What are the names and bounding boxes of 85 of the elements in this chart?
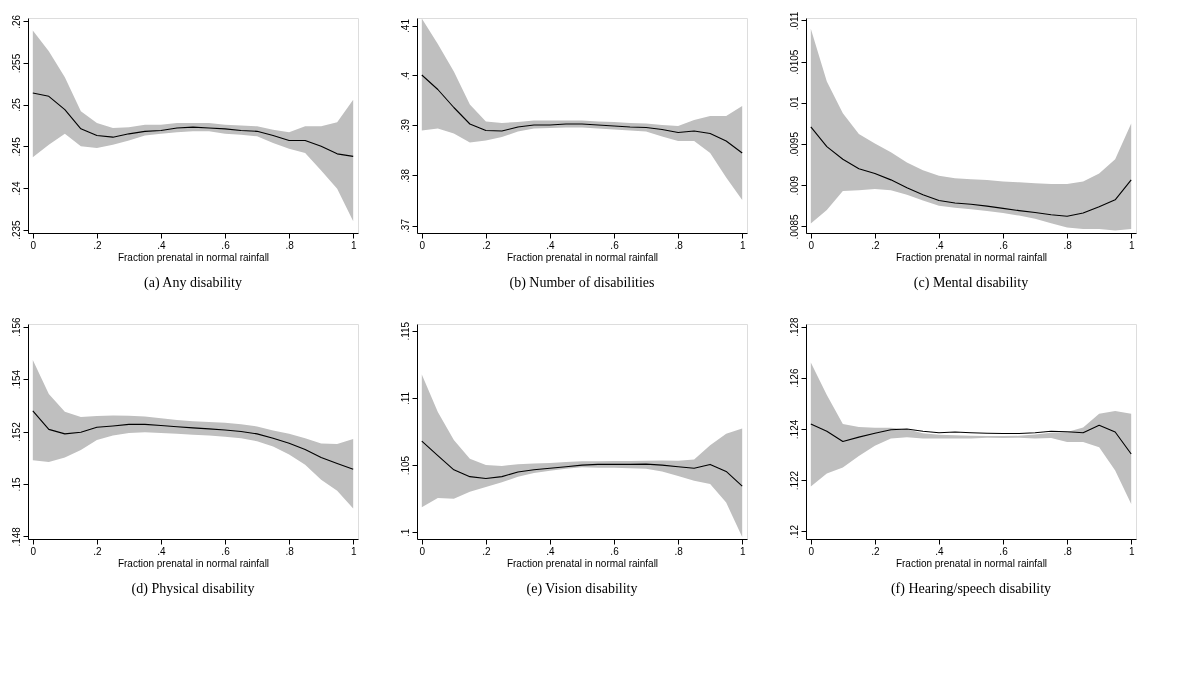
line-series: [421, 74, 743, 154]
x-tick-label: .6: [999, 545, 1009, 557]
x-tick-label: .4: [935, 545, 945, 557]
text: (c) Mental disability: [913, 275, 1029, 291]
text: (a) Any disability: [144, 275, 242, 291]
y-tick-label: .105: [399, 455, 411, 476]
y-tick-label: .15: [10, 477, 22, 492]
y-tick-label: .01: [788, 95, 800, 111]
x-tick-label: .2: [871, 545, 880, 557]
x-tick-label: .2: [482, 545, 491, 557]
y-tick-label: .11: [399, 391, 411, 405]
y-tick-label: .0095: [788, 131, 800, 158]
text: (b) Number of disabilities: [509, 275, 655, 291]
line-series: [810, 423, 1132, 455]
y-tick-label: .1: [399, 528, 411, 537]
x-tick-label: .2: [93, 239, 102, 251]
x-tick-label: .8: [285, 239, 295, 251]
x-axis-title: Fraction prenatal in normal rainfall: [117, 251, 270, 263]
y-tick-label: .148: [10, 526, 22, 547]
x-tick-label: .2: [482, 239, 491, 251]
x-tick-label: 1: [1128, 239, 1135, 251]
y-tick-label: .245: [10, 136, 22, 157]
y-tick-label: .38: [399, 168, 411, 183]
y-tick-label: .37: [399, 218, 411, 233]
y-tick-label: .41: [399, 18, 411, 33]
x-tick-label: .6: [999, 239, 1009, 251]
y-tick-label: .011: [788, 11, 800, 31]
x-tick-label: .8: [674, 239, 684, 251]
x-tick-label: 1: [350, 239, 357, 251]
y-tick-label: .235: [10, 220, 22, 240]
x-tick-label: 0: [30, 239, 37, 251]
x-tick-label: 1: [739, 545, 746, 557]
x-tick-label: .6: [610, 239, 620, 251]
x-tick-label: .4: [935, 239, 945, 251]
x-axis-title: Fraction prenatal in normal rainfall: [895, 251, 1048, 263]
y-tick-label: .156: [10, 316, 22, 337]
y-tick-label: .154: [10, 369, 22, 390]
y-tick-label: .152: [10, 421, 22, 442]
x-tick-label: .8: [1063, 239, 1073, 251]
y-tick-label: .25: [10, 97, 22, 113]
x-tick-label: .6: [221, 545, 231, 557]
x-axis-title: Fraction prenatal in normal rainfall: [506, 557, 659, 569]
line-series: [810, 126, 1132, 217]
text: (e) Vision disability: [526, 581, 638, 597]
x-tick-label: 0: [419, 545, 426, 557]
x-tick-label: 0: [808, 239, 815, 251]
y-tick-label: .122: [788, 470, 800, 491]
x-tick-label: .8: [1063, 545, 1073, 557]
x-tick-label: 1: [1128, 545, 1135, 557]
y-tick-label: .115: [399, 321, 411, 341]
y-tick-label: .4: [399, 71, 411, 81]
y-tick-label: .26: [10, 14, 22, 29]
y-tick-label: .255: [10, 53, 22, 74]
x-axis-title: Fraction prenatal in normal rainfall: [506, 251, 659, 263]
x-tick-label: .4: [157, 239, 167, 251]
x-tick-label: .2: [871, 239, 880, 251]
line-series: [421, 440, 743, 487]
x-tick-label: 0: [808, 545, 815, 557]
x-tick-label: .4: [546, 545, 556, 557]
x-axis-title: Fraction prenatal in normal rainfall: [117, 557, 270, 569]
y-tick-label: .128: [788, 316, 800, 337]
x-tick-label: .4: [157, 545, 167, 557]
y-tick-label: .12: [788, 524, 800, 539]
text: (d) Physical disability: [131, 581, 255, 597]
line-series: [32, 92, 354, 157]
y-tick-label: .124: [788, 419, 800, 440]
x-tick-label: 0: [419, 239, 426, 251]
x-tick-label: 1: [350, 545, 357, 557]
line-series: [32, 410, 354, 470]
x-tick-label: .4: [546, 239, 556, 251]
x-tick-label: .6: [610, 545, 620, 557]
x-tick-label: 1: [739, 239, 746, 251]
y-tick-label: .009: [788, 175, 800, 196]
x-tick-label: .8: [674, 545, 684, 557]
y-tick-label: .126: [788, 368, 800, 388]
x-tick-label: .6: [221, 239, 231, 251]
text: (f) Hearing/speech disability: [890, 581, 1052, 597]
y-tick-label: .0105: [788, 49, 800, 75]
y-tick-label: .24: [10, 181, 22, 196]
x-tick-label: .2: [93, 545, 102, 557]
x-tick-label: 0: [30, 545, 37, 557]
x-axis-title: Fraction prenatal in normal rainfall: [895, 557, 1048, 569]
y-tick-label: .39: [399, 118, 411, 133]
x-tick-label: .8: [285, 545, 295, 557]
y-tick-label: .0085: [788, 213, 800, 240]
